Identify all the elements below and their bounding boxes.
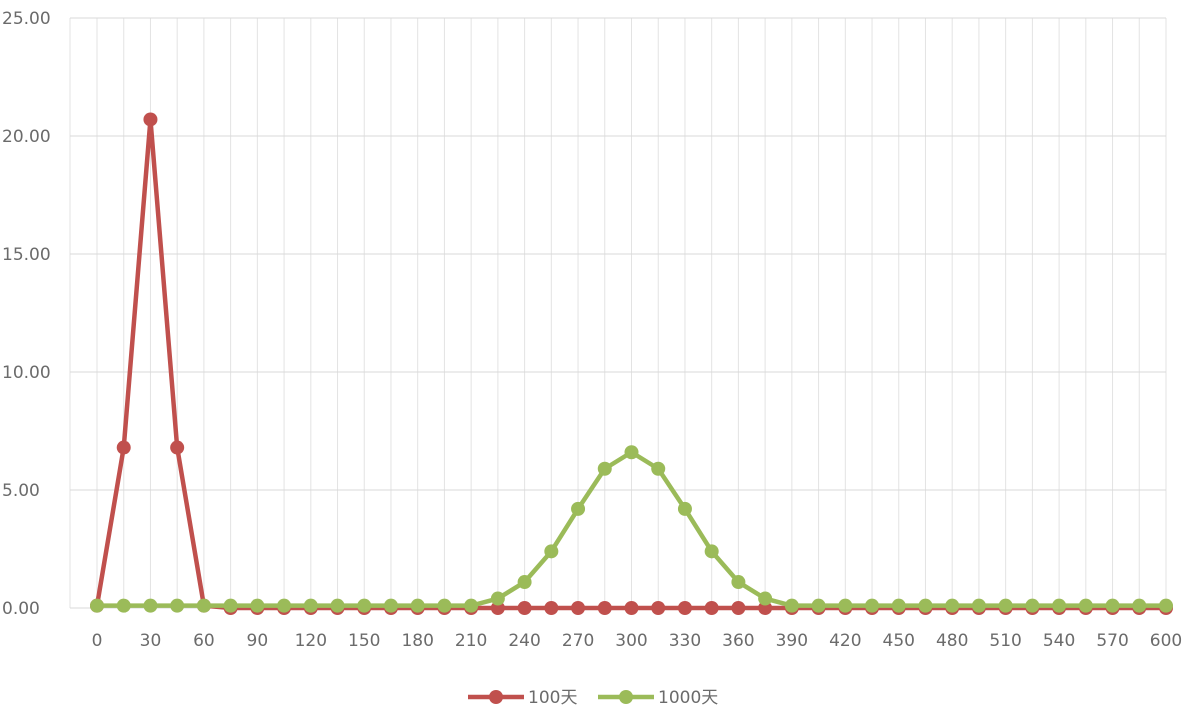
data-point [704, 544, 719, 559]
data-point [838, 598, 853, 613]
data-point [731, 601, 746, 615]
x-tick-label: 30 [140, 631, 162, 651]
x-tick-label: 480 [936, 631, 968, 651]
data-point [223, 598, 238, 613]
x-tick-label: 510 [989, 631, 1021, 651]
data-point [624, 445, 639, 460]
series-layer [90, 112, 1173, 615]
x-tick-label: 300 [615, 631, 647, 651]
x-tick-label: 540 [1043, 631, 1075, 651]
data-point [357, 598, 372, 613]
data-point [143, 112, 158, 127]
data-point [517, 601, 532, 615]
x-tick-label: 330 [669, 631, 701, 651]
x-tick-label: 270 [562, 631, 594, 651]
x-tick-label: 90 [247, 631, 269, 651]
y-tick-label: 25.00 [2, 9, 51, 29]
legend-label: 1000天 [658, 688, 718, 708]
y-tick-label: 5.00 [2, 481, 40, 501]
legend: 100天 1000天 [468, 688, 718, 708]
data-point [170, 598, 185, 613]
data-point [624, 601, 639, 615]
y-axis-ticks: 0.00 5.00 10.00 15.00 20.00 25.00 [2, 9, 51, 619]
data-point [90, 598, 104, 613]
x-axis-ticks: 0 30 60 90 120 150 180 210 240 270 300 330 360 390 420… [92, 631, 1183, 651]
data-point [597, 601, 612, 615]
data-point [784, 598, 799, 613]
x-tick-label: 570 [1096, 631, 1128, 651]
data-point [571, 501, 586, 516]
data-point [971, 598, 986, 613]
data-point [918, 598, 933, 613]
data-point [490, 591, 505, 606]
x-tick-label: 600 [1150, 631, 1182, 651]
data-point [731, 575, 746, 590]
data-point [1132, 598, 1147, 613]
data-point [196, 598, 211, 613]
data-point [677, 501, 692, 516]
data-point [544, 601, 559, 615]
data-point [1078, 598, 1093, 613]
data-point [998, 598, 1013, 613]
x-tick-label: 150 [348, 631, 380, 651]
data-point [143, 598, 158, 613]
data-point [1159, 598, 1173, 613]
data-point [571, 601, 586, 615]
data-point [758, 591, 773, 606]
data-point [116, 440, 131, 455]
data-point [811, 598, 826, 613]
data-point [891, 598, 906, 613]
data-point [1105, 598, 1120, 613]
data-point [464, 598, 479, 613]
series-2 [90, 445, 1173, 613]
data-point [865, 598, 880, 613]
legend-marker [489, 690, 503, 704]
grid-lines [69, 17, 1167, 609]
legend-item: 1000天 [598, 688, 718, 708]
data-point [437, 598, 452, 613]
legend-marker [619, 690, 633, 704]
data-point [116, 598, 131, 613]
data-point [330, 598, 345, 613]
y-tick-label: 15.00 [2, 245, 51, 265]
data-point [277, 598, 292, 613]
y-tick-label: 20.00 [2, 127, 51, 147]
x-tick-label: 420 [829, 631, 861, 651]
data-point [1052, 598, 1067, 613]
data-point [1025, 598, 1040, 613]
data-point [651, 461, 666, 476]
x-tick-label: 390 [776, 631, 808, 651]
data-point [383, 598, 398, 613]
legend-item: 100天 [468, 688, 577, 708]
legend-label: 100天 [528, 688, 577, 708]
data-point [677, 601, 692, 615]
x-tick-label: 450 [883, 631, 915, 651]
data-point [544, 544, 559, 559]
y-tick-label: 0.00 [2, 599, 40, 619]
data-point [170, 440, 185, 455]
data-point [945, 598, 960, 613]
data-point [303, 598, 318, 613]
data-point [410, 598, 425, 613]
data-point [597, 461, 612, 476]
x-tick-label: 240 [508, 631, 540, 651]
x-tick-label: 180 [401, 631, 433, 651]
data-point [250, 598, 265, 613]
x-tick-label: 210 [455, 631, 487, 651]
data-point [704, 601, 719, 615]
x-tick-label: 0 [92, 631, 103, 651]
data-point [651, 601, 666, 615]
x-tick-label: 360 [722, 631, 754, 651]
data-point [517, 575, 532, 590]
x-tick-label: 60 [193, 631, 215, 651]
y-tick-label: 10.00 [2, 363, 51, 383]
x-tick-label: 120 [295, 631, 327, 651]
